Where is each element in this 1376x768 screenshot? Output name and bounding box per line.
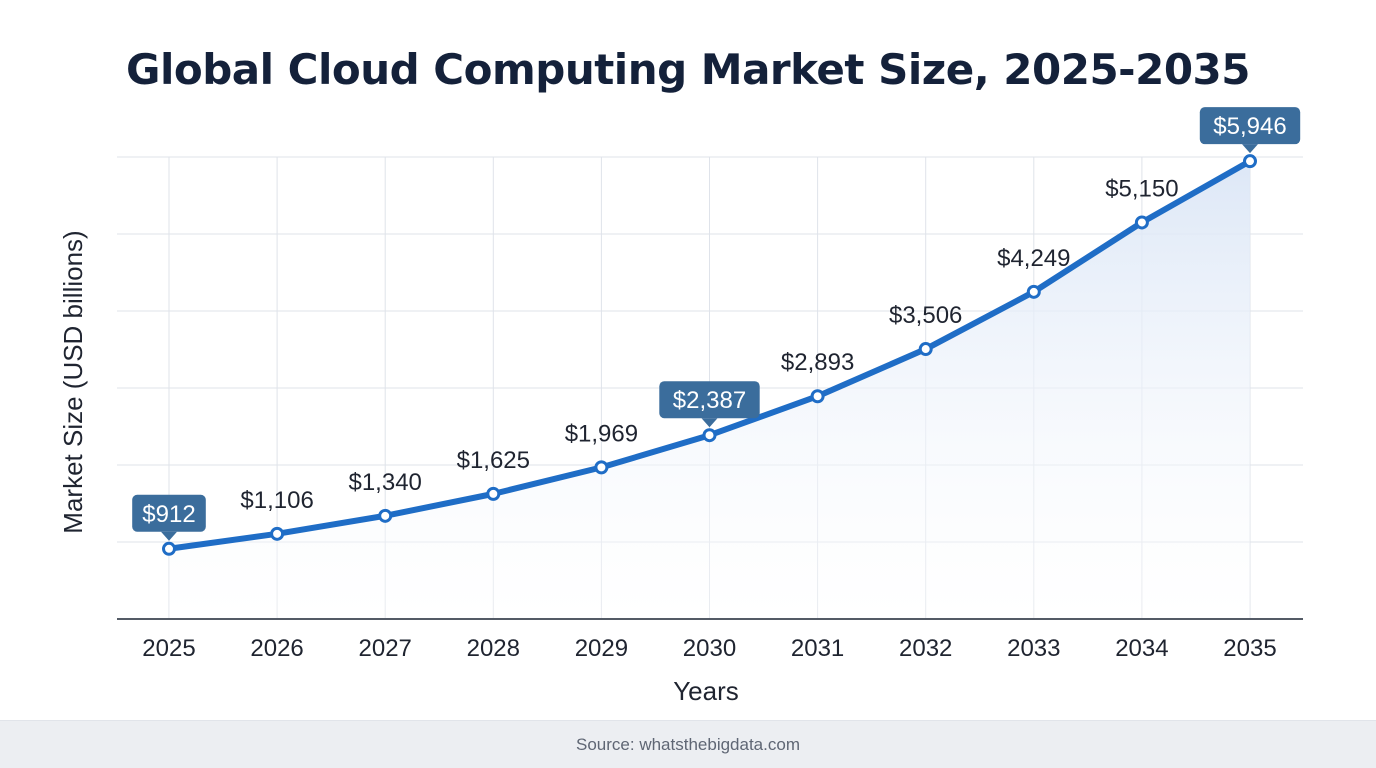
callout-pointer — [1242, 144, 1258, 154]
data-point-2030 — [702, 428, 717, 443]
data-label-2027: $1,340 — [348, 469, 421, 496]
callout-pointer — [701, 418, 718, 428]
x-tick-label-2035: 2035 — [1223, 635, 1276, 662]
area-fill — [169, 161, 1250, 619]
x-tick-label-2033: 2033 — [1007, 635, 1060, 662]
x-tick-label-2031: 2031 — [791, 635, 844, 662]
data-label-2028: $1,625 — [457, 447, 530, 474]
area-layer — [169, 161, 1250, 619]
y-axis-label: Market Size (USD billions) — [58, 230, 88, 533]
x-tick-label-2027: 2027 — [359, 635, 412, 662]
chart-title: Global Cloud Computing Market Size, 2025… — [126, 45, 1251, 94]
x-axis-label: Years — [673, 676, 739, 706]
data-point-2035 — [1243, 154, 1257, 169]
callout-box — [659, 381, 760, 419]
x-tick-label-2028: 2028 — [467, 635, 520, 662]
data-point-2026 — [270, 526, 285, 541]
callout-box — [1199, 107, 1301, 145]
data-label-2030: $2,387 — [673, 387, 746, 414]
x-tick-label-2026: 2026 — [250, 635, 303, 662]
data-point-2028 — [486, 486, 501, 501]
data-label-2025: $912 — [142, 501, 195, 528]
data-label-2031: $2,893 — [781, 349, 854, 376]
data-point-2029 — [594, 460, 609, 475]
footer: Source: whatsthebigdata.com — [0, 720, 1376, 768]
data-label-2026: $1,106 — [240, 487, 313, 514]
x-tick-label-2030: 2030 — [683, 635, 736, 662]
callout-box — [132, 494, 206, 532]
x-tick-label-2029: 2029 — [575, 635, 628, 662]
point-layer — [162, 154, 1257, 556]
callout-2030: $2,387 — [659, 381, 760, 428]
callout-2025: $912 — [132, 494, 206, 541]
callout-pointer — [161, 531, 177, 541]
data-point-2034 — [1134, 215, 1149, 230]
label-layer: $912 $1,106 $1,340 $1,625 $1,969 $2,387 $2,893… — [132, 107, 1301, 541]
x-tick-label-2034: 2034 — [1115, 635, 1168, 662]
source-text: Source: whatsthebigdata.com — [576, 735, 800, 754]
data-label-2034: $5,150 — [1105, 175, 1178, 202]
data-label-2035: $5,946 — [1213, 113, 1286, 140]
data-point-2027 — [378, 508, 393, 523]
data-label-2032: $3,506 — [889, 302, 962, 329]
data-point-2031 — [810, 389, 825, 404]
data-point-2033 — [1026, 284, 1041, 299]
data-point-2032 — [918, 342, 933, 357]
data-label-2029: $1,969 — [565, 420, 638, 447]
x-tick-label-2025: 2025 — [142, 635, 195, 662]
x-tick-label-2032: 2032 — [899, 635, 952, 662]
data-point-2025 — [162, 541, 176, 556]
callout-2035: $5,946 — [1199, 107, 1301, 154]
data-label-2033: $4,249 — [997, 245, 1070, 272]
tick-layer: 2025 2026 2027 2028 2029 2030 2031 2032 2033 2034… — [142, 635, 1276, 662]
line-chart: $912 $1,106 $1,340 $1,625 $1,969 $2,387 $2,893… — [58, 107, 1303, 706]
